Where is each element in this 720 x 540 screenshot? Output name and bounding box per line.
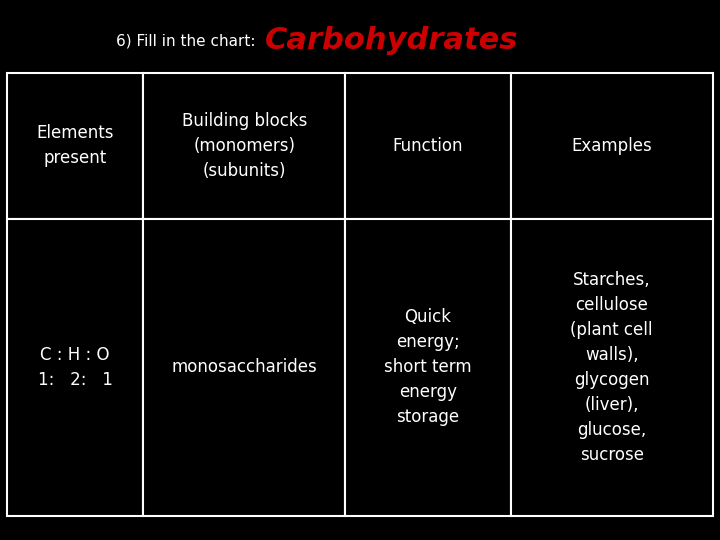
- Text: Function: Function: [392, 137, 463, 155]
- Text: Quick
energy;
short term
energy
storage: Quick energy; short term energy storage: [384, 308, 472, 427]
- Text: Starches,
cellulose
(plant cell
walls),
glycogen
(liver),
glucose,
sucrose: Starches, cellulose (plant cell walls), …: [570, 271, 653, 464]
- Text: 6) Fill in the chart:: 6) Fill in the chart:: [116, 33, 256, 48]
- Text: Carbohydrates: Carbohydrates: [265, 26, 518, 55]
- Text: Examples: Examples: [572, 137, 652, 155]
- Text: monosaccharides: monosaccharides: [171, 359, 317, 376]
- Text: Building blocks
(monomers)
(subunits): Building blocks (monomers) (subunits): [181, 112, 307, 180]
- Bar: [346, 219, 510, 516]
- Bar: [7, 219, 143, 516]
- Text: C : H : O
1:   2:   1: C : H : O 1: 2: 1: [37, 346, 112, 389]
- Bar: [510, 219, 713, 516]
- Bar: [143, 73, 346, 219]
- Bar: [7, 73, 143, 219]
- Bar: [143, 219, 346, 516]
- Bar: [510, 73, 713, 219]
- Text: Elements
present: Elements present: [37, 124, 114, 167]
- Bar: [346, 73, 510, 219]
